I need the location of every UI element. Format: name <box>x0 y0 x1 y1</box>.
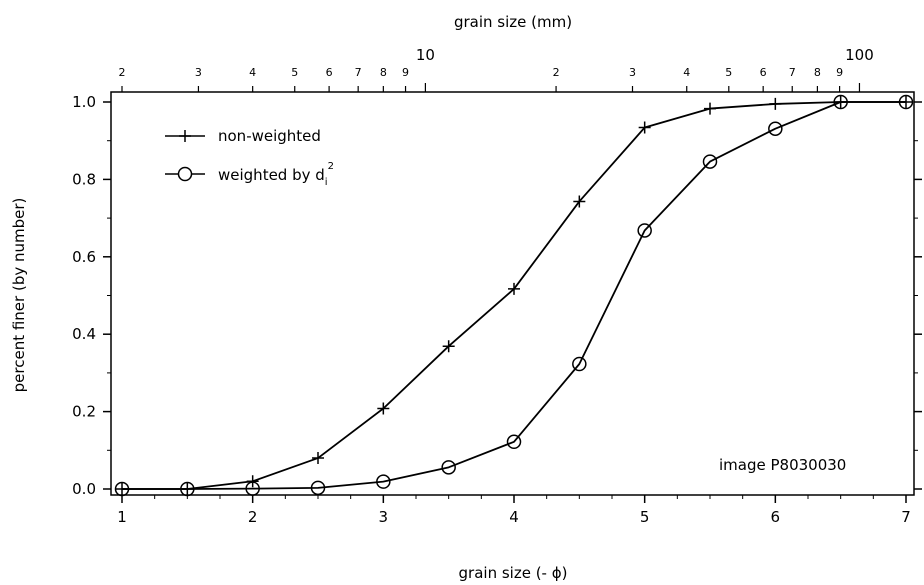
legend-circle-marker <box>177 166 193 182</box>
circle-marker <box>441 460 456 475</box>
series-line-weighted <box>122 101 906 490</box>
plus-marker <box>573 195 586 208</box>
top-tick-label: 4 <box>683 66 690 79</box>
plus-marker <box>704 102 716 115</box>
circle-marker <box>180 481 195 497</box>
circle-marker <box>506 434 522 450</box>
top-tick-label: 6 <box>326 66 333 79</box>
circle-marker <box>898 94 914 110</box>
top-tick-label: 7 <box>789 66 796 79</box>
plus-marker <box>312 452 324 465</box>
y-tick-label: 0.4 <box>72 325 96 343</box>
plus-marker <box>377 402 390 415</box>
top-tick-label: 9 <box>402 66 409 79</box>
plus-marker <box>508 282 520 295</box>
series <box>114 94 914 497</box>
circle-marker <box>833 94 848 110</box>
legend: non-weighted weighted by di2 <box>165 127 334 188</box>
top-tick-label: 9 <box>836 66 843 79</box>
top-axis-title: grain size (mm) <box>454 13 572 31</box>
y-axis-title: percent finer (by number) <box>10 198 28 393</box>
top-tick-label: 100 <box>845 46 874 64</box>
top-tick-label: 5 <box>291 66 298 79</box>
x-tick-label: 4 <box>509 508 519 526</box>
image-annotation: image P8030030 <box>719 456 846 474</box>
y-tick-label: 1.0 <box>72 93 96 111</box>
legend-plus-marker <box>179 130 191 142</box>
top-tick-label: 2 <box>553 66 560 79</box>
series-line-non-weighted <box>122 101 906 490</box>
top-tick-label: 2 <box>119 66 126 79</box>
top-tick-label: 5 <box>725 66 732 79</box>
x-tick-label: 3 <box>379 508 389 526</box>
y-tick-label: 0.2 <box>72 403 96 421</box>
circle-marker <box>702 154 718 169</box>
top-tick-label: 6 <box>760 66 767 79</box>
circle-marker <box>637 223 652 238</box>
x-tick-label: 5 <box>640 508 650 526</box>
circle-marker <box>310 480 326 496</box>
circle-marker <box>768 121 783 136</box>
legend-label-weighted: weighted by di2 <box>218 161 334 188</box>
x-tick-label: 6 <box>771 508 781 526</box>
axes: 1 2 3 4 5 6 7 0.0 0.2 0.4 0.6 0.8 1.0 2 3 4 5 6 7 8 9 10 2 3 4 5 6… <box>72 46 922 526</box>
plus-marker <box>246 475 259 488</box>
top-tick-label: 3 <box>629 66 636 79</box>
circle-marker <box>572 356 587 372</box>
top-tick-label: 3 <box>195 66 202 79</box>
top-tick-label: 8 <box>380 66 387 79</box>
legend-label-non-weighted: non-weighted <box>218 127 321 145</box>
plus-marker <box>769 97 782 110</box>
top-tick-label: 4 <box>249 66 256 79</box>
circle-marker <box>245 481 260 496</box>
top-tick-label: 10 <box>416 46 435 64</box>
y-tick-label: 0.6 <box>72 248 96 266</box>
circle-marker <box>376 474 391 489</box>
plus-marker <box>442 340 455 353</box>
top-tick-label: 8 <box>814 66 821 79</box>
x-tick-label: 1 <box>117 508 127 526</box>
x-tick-label: 7 <box>901 508 911 526</box>
legend-subscript: i <box>325 177 328 188</box>
y-tick-label: 0.0 <box>72 480 96 498</box>
y-tick-label: 0.8 <box>72 170 96 188</box>
top-tick-label: 7 <box>355 66 362 79</box>
plot-frame <box>110 91 915 496</box>
plus-marker <box>638 121 651 134</box>
legend-superscript: 2 <box>328 161 334 172</box>
x-tick-label: 2 <box>248 508 258 526</box>
bottom-axis-title: grain size (- ϕ) <box>459 564 568 582</box>
circle-marker <box>114 481 130 497</box>
